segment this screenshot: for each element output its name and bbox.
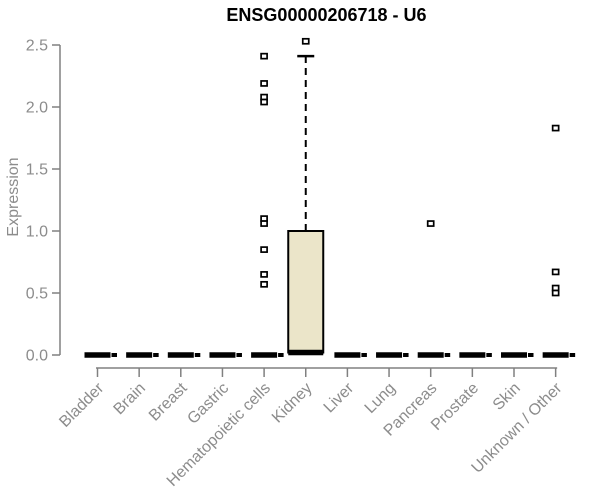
flat-box-gastric xyxy=(209,352,236,358)
outlier-point-hematopoietic-cells xyxy=(260,246,268,253)
x-tick-label-bladder: Bladder xyxy=(56,379,107,430)
flat-box-brain xyxy=(126,352,153,358)
x-tick-label-liver: Liver xyxy=(321,379,358,416)
outlier-point-unknown-other xyxy=(551,268,560,276)
flat-box-unknown-other xyxy=(542,352,569,358)
y-tick-label: 0.5 xyxy=(26,286,48,303)
y-tick-label: 2.0 xyxy=(26,100,48,117)
outlier-point-hematopoietic-cells xyxy=(260,80,268,87)
flat-box-dash-prostate xyxy=(486,353,492,357)
flat-box-prostate xyxy=(459,352,486,358)
flat-box-liver xyxy=(334,352,361,358)
outlier-point-hematopoietic-cells xyxy=(260,280,268,288)
outlier-point-pancreas xyxy=(426,220,435,227)
x-tick-label-skin: Skin xyxy=(490,380,524,414)
outlier-point-hematopoietic-cells xyxy=(260,220,268,227)
flat-box-pancreas xyxy=(417,352,444,358)
y-tick-label: 2.5 xyxy=(26,38,48,55)
y-tick-label: 1.0 xyxy=(26,224,48,241)
x-tick-label-brain: Brain xyxy=(111,380,149,418)
x-tick-label-lung: Lung xyxy=(362,380,399,417)
y-tick-label: 0.0 xyxy=(26,348,48,365)
x-tick-label-breast: Breast xyxy=(146,379,191,424)
flat-box-dash-lung xyxy=(403,353,409,357)
outlier-point-unknown-other xyxy=(551,124,560,132)
flat-box-skin xyxy=(501,352,527,358)
y-axis-title: Expression xyxy=(5,157,22,237)
flat-box-dash-pancreas xyxy=(444,353,451,357)
outlier-point-hematopoietic-cells xyxy=(260,98,268,106)
y-tick-label: 1.5 xyxy=(26,162,48,179)
flat-box-dash-brain xyxy=(153,353,159,357)
flat-box-dash-hematopoietic-cells xyxy=(278,353,284,357)
flat-box-dash-breast xyxy=(194,353,201,357)
outlier-point-kidney xyxy=(301,37,310,45)
outlier-point-unknown-other xyxy=(551,289,560,297)
x-tick-label-kidney: Kidney xyxy=(269,380,316,427)
chart-title: ENSG00000206718 - U6 xyxy=(226,5,427,25)
flat-box-dash-skin xyxy=(528,353,534,357)
box-kidney xyxy=(287,230,325,354)
flat-box-breast xyxy=(167,352,194,358)
flat-box-dash-unknown-other xyxy=(569,353,576,357)
median-kidney xyxy=(288,349,324,356)
outlier-point-hematopoietic-cells xyxy=(260,271,268,278)
flat-box-dash-liver xyxy=(361,353,367,357)
flat-box-dash-bladder xyxy=(111,353,117,357)
flat-box-dash-gastric xyxy=(236,353,242,357)
flat-box-lung xyxy=(376,352,403,358)
outlier-point-hematopoietic-cells xyxy=(260,52,268,60)
flat-box-hematopoietic-cells xyxy=(251,352,278,358)
flat-box-bladder xyxy=(84,352,111,358)
